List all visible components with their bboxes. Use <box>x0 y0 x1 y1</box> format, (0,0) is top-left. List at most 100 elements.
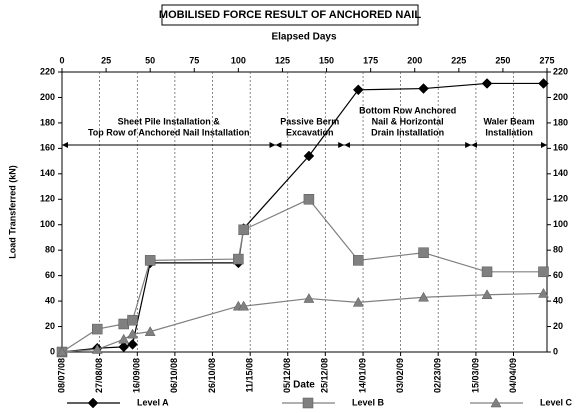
chart-title: MOBILISED FORCE RESULT OF ANCHORED NAIL <box>159 9 421 21</box>
point <box>127 339 138 350</box>
y-axis-label: Load Transferred (kN) <box>7 165 17 259</box>
x-tick-label: 08/07/08 <box>56 358 66 393</box>
x-tick-label: 06/10/08 <box>169 358 179 393</box>
point <box>56 346 68 357</box>
top-tick-label: 175 <box>363 55 378 65</box>
point <box>92 323 103 335</box>
point <box>144 326 156 336</box>
point <box>144 255 156 266</box>
point <box>233 253 244 265</box>
x-tick-label: 02/23/09 <box>433 358 443 393</box>
top-tick-label: 25 <box>101 55 111 65</box>
x-tick-label: 16/09/08 <box>132 358 142 393</box>
point <box>238 224 249 236</box>
point <box>481 78 493 89</box>
point <box>127 314 138 326</box>
x-tick-label: 11/15/08 <box>245 358 255 393</box>
plot-frame <box>61 71 548 353</box>
y2-tick-label: 80 <box>553 245 563 255</box>
y-tick-label: 60 <box>45 270 55 280</box>
top-tick-label: 200 <box>407 55 422 65</box>
y-tick-label: 120 <box>40 194 55 204</box>
phase-label: Top Row of Anchored Nail Installation <box>88 127 250 137</box>
y2-tick-label: 0 <box>553 346 558 356</box>
legend-marker <box>302 397 314 409</box>
y-tick-label: 40 <box>45 295 55 305</box>
x-tick-label: 04/04/09 <box>508 358 518 393</box>
point <box>538 266 549 278</box>
legend-label: Level C <box>540 397 573 407</box>
legend-marker <box>87 397 99 409</box>
title-box <box>161 4 419 26</box>
x-tick-label: 15/03/09 <box>470 358 480 393</box>
x-axis-label: Date <box>293 380 315 391</box>
point <box>418 83 429 94</box>
y2-tick-label: 60 <box>553 270 563 280</box>
x-tick-label: 14/01/09 <box>357 358 367 393</box>
y-tick-label: 80 <box>45 245 55 255</box>
y2-tick-label: 200 <box>553 92 568 102</box>
y-tick-label: 100 <box>40 219 55 229</box>
x-tick-label: 26/10/08 <box>207 358 217 393</box>
point <box>481 289 493 299</box>
point <box>303 194 315 205</box>
x-tick-label: 03/02/09 <box>395 358 405 393</box>
point <box>118 341 130 353</box>
top-tick-label: 75 <box>189 55 199 65</box>
y-tick-label: 200 <box>40 92 55 102</box>
top-tick-label: 225 <box>451 55 466 65</box>
point <box>118 318 129 330</box>
y-tick-label: 140 <box>40 168 55 178</box>
y-tick-label: 0 <box>50 346 55 356</box>
top-tick-label: 150 <box>319 55 334 65</box>
y-tick-label: 220 <box>40 66 55 76</box>
legend-label: Level A <box>137 397 169 407</box>
phase-label: Waler Beam <box>483 116 534 126</box>
y2-tick-label: 160 <box>553 143 568 153</box>
phase-label: Sheet Pile Installation & <box>118 116 221 126</box>
y-tick-label: 160 <box>40 143 55 153</box>
phase-label: Drain Installation <box>371 127 444 137</box>
point <box>481 266 493 278</box>
point <box>538 287 549 298</box>
y2-tick-label: 220 <box>553 66 568 76</box>
point <box>538 78 549 89</box>
legend-label: Level B <box>352 397 385 407</box>
point <box>303 150 315 162</box>
x-tick-label: 27/08/08 <box>94 358 104 393</box>
y2-tick-label: 100 <box>553 219 568 229</box>
top-tick-label: 50 <box>145 55 155 65</box>
phase-label: Installation <box>485 127 533 137</box>
phase-label: Nail & Horizontal <box>372 116 444 126</box>
top-tick-label: 275 <box>539 55 554 65</box>
point <box>238 300 250 311</box>
y-tick-label: 180 <box>40 117 55 127</box>
point <box>303 293 315 303</box>
point <box>418 247 429 258</box>
y2-tick-label: 120 <box>553 194 568 204</box>
point <box>91 343 103 354</box>
top-tick-label: 250 <box>495 55 510 65</box>
x-tick-label: 25/12/08 <box>320 358 330 393</box>
phase-label: Passive Berm <box>280 116 339 126</box>
x-tick-label: 05/12/08 <box>282 358 292 393</box>
phase-label: Bottom Row Anchored <box>359 105 456 115</box>
top-tick-label: 125 <box>275 55 290 65</box>
point <box>352 296 364 307</box>
top-tick-label: 0 <box>59 55 64 65</box>
y2-tick-label: 20 <box>553 321 563 331</box>
point <box>127 328 138 339</box>
legend-marker <box>490 397 502 408</box>
y2-tick-label: 40 <box>553 295 563 305</box>
point <box>352 84 364 96</box>
top-tick-label: 100 <box>231 55 246 65</box>
point <box>353 255 364 266</box>
y2-tick-label: 140 <box>553 168 568 178</box>
top-axis-label: Elapsed Days <box>271 32 336 43</box>
point <box>418 291 429 302</box>
series-line <box>61 198 544 353</box>
point <box>118 333 130 344</box>
phase-label: Excavation <box>286 127 334 137</box>
y2-tick-label: 180 <box>553 117 568 127</box>
